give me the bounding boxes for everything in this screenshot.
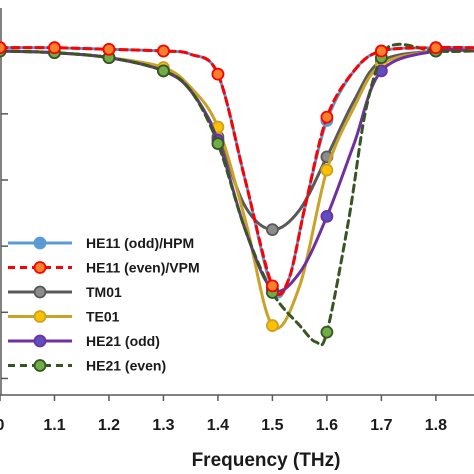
legend-swatch-marker bbox=[33, 236, 47, 250]
series-line bbox=[0, 45, 474, 299]
x-tick-label: 1.1 bbox=[43, 417, 65, 434]
series-point bbox=[48, 41, 61, 55]
legend-label: HE11 (odd)/HPM bbox=[86, 235, 194, 251]
series-2 bbox=[0, 41, 474, 297]
series-point bbox=[157, 64, 170, 78]
series-point bbox=[157, 44, 170, 58]
legend-label: HE21 (odd) bbox=[86, 333, 160, 349]
legend-swatch-marker bbox=[33, 310, 47, 323]
series-point bbox=[320, 209, 334, 223]
legend-swatch-marker bbox=[33, 285, 47, 299]
series-4 bbox=[0, 44, 474, 332]
series-line bbox=[0, 48, 474, 293]
legend-label: TE01 bbox=[86, 309, 120, 325]
series-point bbox=[266, 279, 279, 293]
series-point bbox=[429, 41, 443, 55]
series-point bbox=[266, 223, 279, 237]
series-point bbox=[102, 42, 116, 56]
series-6 bbox=[0, 42, 474, 347]
legend-swatch-marker bbox=[33, 261, 47, 274]
series-point bbox=[211, 67, 225, 81]
x-tick-label: 1.5 bbox=[261, 417, 283, 434]
y-axis bbox=[0, 8, 8, 395]
series-point bbox=[320, 325, 334, 339]
series-line bbox=[0, 45, 474, 297]
x-tick-label: 1.2 bbox=[98, 417, 120, 434]
series-point bbox=[320, 163, 334, 177]
series-point bbox=[211, 137, 225, 151]
legend-item: HE21 (even) bbox=[8, 358, 166, 374]
series-point bbox=[266, 319, 279, 332]
x-axis: 0 1.1 1.2 1.3 1.4 1.5 1.6 1.7 1.8 bbox=[0, 394, 474, 434]
series-point bbox=[320, 110, 334, 124]
series-line bbox=[0, 48, 474, 330]
series-1 bbox=[0, 41, 474, 299]
series-5 bbox=[0, 44, 474, 296]
legend: HE11 (odd)/HPM HE11 (even)/VPM TM01 TE01 HE2… bbox=[8, 235, 200, 374]
legend-label: HE21 (even) bbox=[86, 358, 166, 374]
x-tick-label: 0 bbox=[0, 417, 5, 434]
legend-swatch-marker bbox=[33, 359, 47, 372]
x-tick-label: 1.6 bbox=[316, 417, 338, 434]
x-tick-label: 1.7 bbox=[370, 417, 392, 434]
legend-swatch-marker bbox=[33, 334, 47, 348]
legend-label: TM01 bbox=[86, 284, 122, 300]
series-layer bbox=[0, 41, 474, 347]
x-tick-label: 1.4 bbox=[207, 417, 229, 434]
x-axis-title: Frequency (THz) bbox=[192, 450, 341, 471]
legend-item: TE01 bbox=[8, 309, 120, 325]
legend-item: TM01 bbox=[8, 284, 122, 300]
legend-item: HE11 (even)/VPM bbox=[8, 260, 200, 276]
series-point bbox=[0, 41, 7, 55]
legend-item: HE21 (odd) bbox=[8, 333, 160, 349]
legend-item: HE11 (odd)/HPM bbox=[8, 235, 194, 251]
x-tick-label: 1.8 bbox=[425, 417, 447, 434]
legend-label: HE11 (even)/VPM bbox=[86, 260, 200, 276]
series-point bbox=[374, 44, 388, 58]
x-tick-label: 1.3 bbox=[152, 417, 174, 434]
